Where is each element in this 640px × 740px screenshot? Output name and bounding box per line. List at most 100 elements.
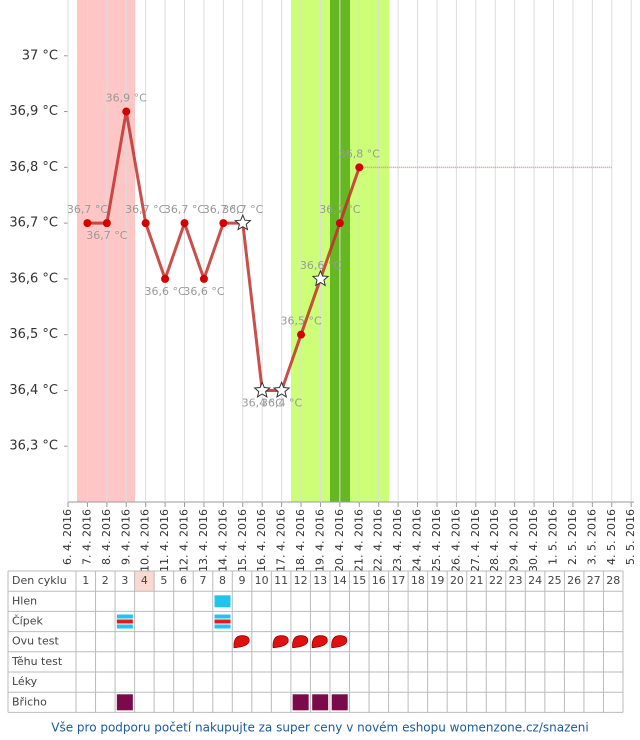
highlight-cell (134, 571, 155, 592)
stripe (214, 624, 231, 629)
day-number: 19 (430, 574, 444, 587)
y-tick-label: 36,7 °C (9, 216, 58, 231)
x-tick-label: 26. 4. 2016 (449, 509, 462, 572)
point (199, 274, 208, 283)
ovu-icon (311, 635, 328, 649)
y-tick-label: 36,9 °C (9, 104, 58, 119)
x-tick-label: 30. 4. 2016 (527, 509, 540, 572)
value-label: 36,6 °C (300, 259, 341, 272)
y-tick-label: 36,4 °C (9, 383, 58, 398)
day-number: 8 (219, 574, 226, 587)
row-label: Čípek (12, 615, 43, 628)
y-tick-label: 36,5 °C (9, 327, 58, 342)
day-number: 25 (548, 574, 562, 587)
x-tick-label: 1. 5. 2016 (547, 509, 560, 565)
x-tick-label: 9. 4. 2016 (119, 509, 132, 565)
stripe (116, 614, 133, 619)
point (102, 219, 111, 228)
day-number: 28 (606, 574, 620, 587)
point (355, 163, 364, 172)
x-tick-label: 5. 5. 2016 (624, 509, 637, 565)
star-point (253, 381, 272, 398)
y-tick-label: 36,6 °C (9, 271, 58, 286)
x-tick-label: 3. 5. 2016 (585, 509, 598, 565)
value-label: 36,7 °C (203, 203, 244, 216)
value-label: 36,6 °C (183, 285, 224, 298)
day-number: 16 (372, 574, 386, 587)
value-label: 36,4 °C (242, 396, 283, 409)
stripe (214, 619, 231, 624)
x-tick-label: 22. 4. 2016 (372, 509, 385, 572)
x-tick-label: 2. 5. 2016 (566, 509, 579, 565)
x-tick-label: 18. 4. 2016 (294, 509, 307, 572)
x-tick-label: 16. 4. 2016 (255, 509, 268, 572)
x-tick-label: 28. 4. 2016 (488, 509, 501, 572)
day-number: 5 (160, 574, 167, 587)
day-number: 21 (469, 574, 483, 587)
day-number: 23 (509, 574, 523, 587)
x-tick-label: 4. 5. 2016 (605, 509, 618, 565)
belly-icon (331, 694, 348, 711)
value-label: 36,5 °C (280, 315, 321, 328)
day-number: 6 (180, 574, 187, 587)
x-tick-label: 12. 4. 2016 (178, 509, 191, 572)
x-tick-label: 15. 4. 2016 (236, 509, 249, 572)
ovu-icon (272, 635, 289, 649)
x-tick-label: 13. 4. 2016 (197, 509, 210, 572)
x-tick-label: 8. 4. 2016 (100, 509, 113, 565)
day-number: 17 (391, 574, 405, 587)
belly-icon (292, 694, 309, 711)
day-number: 14 (333, 574, 347, 587)
row-label: Ovu test (12, 635, 59, 648)
day-number: 24 (528, 574, 542, 587)
table-header: Den cyklu (12, 574, 67, 587)
x-tick-label: 10. 4. 2016 (139, 509, 152, 572)
star-point (272, 381, 291, 398)
point (122, 107, 131, 116)
value-label: 36,8 °C (339, 147, 380, 160)
ovu-icon (331, 635, 348, 649)
star-point (233, 213, 252, 231)
x-tick-label: 6. 4. 2016 (61, 509, 74, 565)
x-tick-label: 17. 4. 2016 (275, 509, 288, 572)
point (83, 219, 92, 228)
row-label: Břicho (12, 695, 47, 708)
point (335, 219, 344, 228)
y-tick-label: 37 °C (22, 48, 58, 63)
menstruation-band (77, 0, 135, 502)
value-label: 36,7 °C (164, 203, 205, 216)
day-number: 2 (102, 574, 109, 587)
x-tick-label: 20. 4. 2016 (333, 509, 346, 572)
mucus-icon (214, 595, 231, 608)
day-number: 26 (567, 574, 581, 587)
day-number: 3 (121, 574, 128, 587)
y-tick-label: 36,8 °C (9, 160, 58, 175)
value-label: 36,7 °C (86, 229, 127, 242)
point (219, 219, 228, 228)
ovu-icon (233, 635, 250, 649)
x-tick-label: 19. 4. 2016 (313, 509, 326, 572)
value-label: 36,9 °C (106, 92, 147, 105)
point (161, 274, 170, 283)
value-label: 36,7 °C (319, 203, 360, 216)
ovu-icon (292, 635, 309, 649)
day-number: 11 (274, 574, 288, 587)
day-number: 4 (141, 574, 148, 587)
value-label: 36,6 °C (145, 285, 186, 298)
day-number: 9 (239, 574, 246, 587)
day-number: 15 (352, 574, 366, 587)
x-tick-label: 27. 4. 2016 (469, 509, 482, 572)
value-label: 36,4 °C (261, 396, 302, 409)
day-number: 22 (489, 574, 503, 587)
day-number: 12 (294, 574, 308, 587)
footer-link[interactable]: Vše pro podporu početí nakupujte za supe… (51, 721, 588, 735)
day-number: 20 (450, 574, 464, 587)
stripe (116, 619, 133, 624)
value-label: 36,7 °C (67, 203, 108, 216)
x-tick-label: 29. 4. 2016 (508, 509, 521, 572)
row-label: Léky (12, 675, 38, 688)
x-tick-label: 14. 4. 2016 (216, 509, 229, 572)
belly-icon (116, 694, 133, 711)
x-tick-label: 24. 4. 2016 (411, 509, 424, 572)
day-number: 13 (313, 574, 327, 587)
